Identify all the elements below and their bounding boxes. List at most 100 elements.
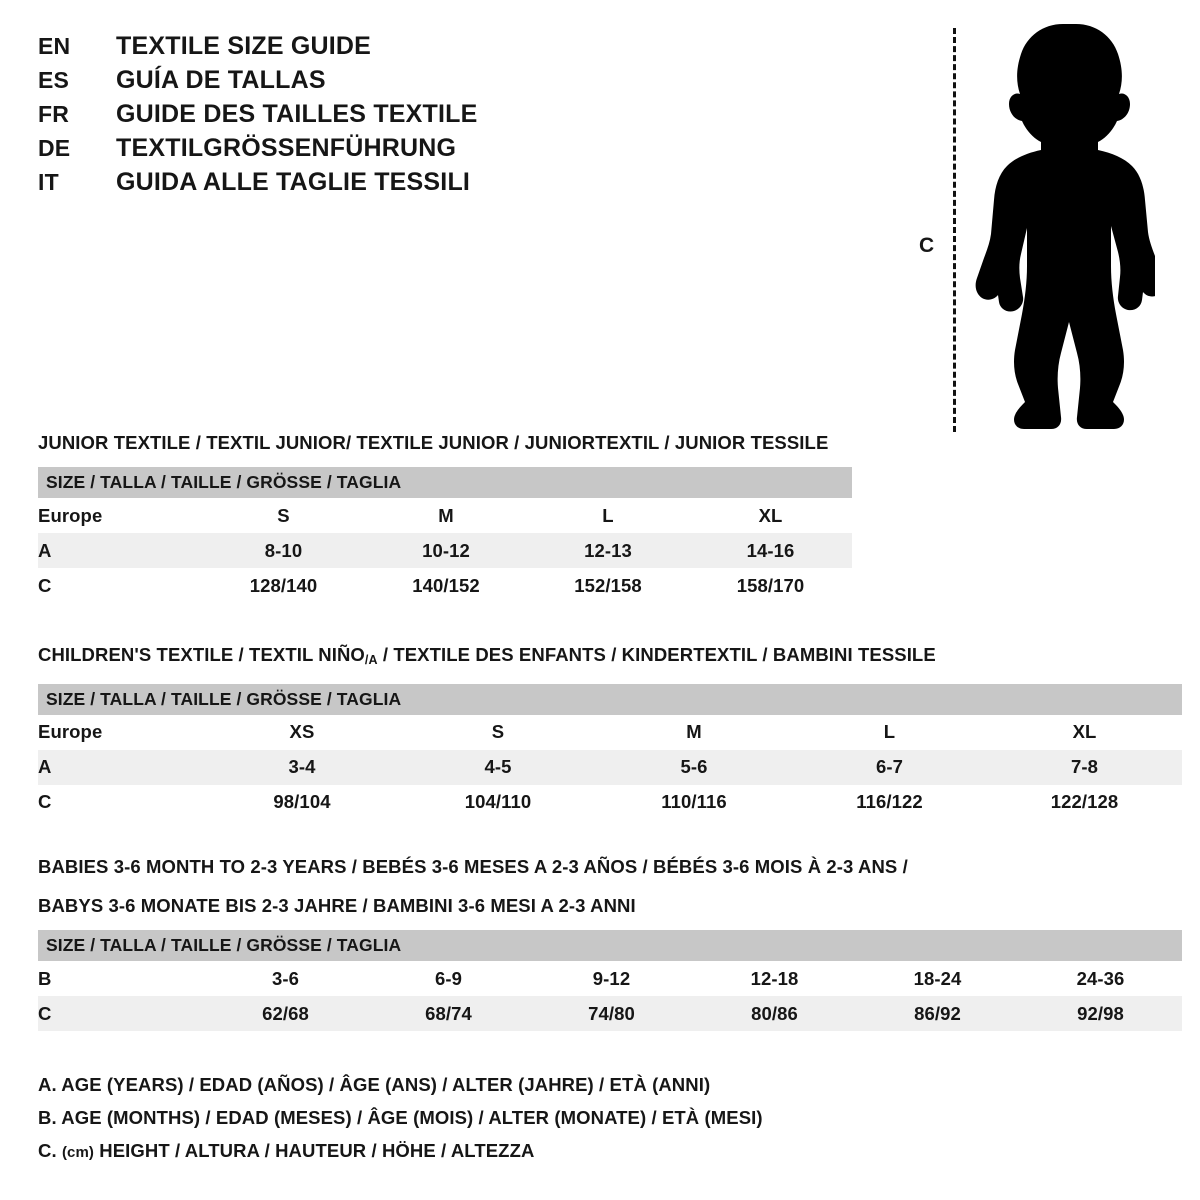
- cell-value: 128/140: [202, 568, 365, 603]
- cell-value: 3-6: [204, 961, 367, 996]
- section-title-children: CHILDREN'S TEXTILE / TEXTIL NIÑO/A / TEX…: [38, 640, 1182, 675]
- legend-block: A. AGE (YEARS) / EDAD (AÑOS) / ÂGE (ANS)…: [38, 1068, 763, 1169]
- legend-unit-cm: (cm): [61, 1144, 95, 1161]
- cell-value: 98/104: [204, 784, 400, 820]
- language-code-it: IT: [38, 169, 59, 195]
- cell-value: 6-7: [792, 749, 987, 785]
- children-band-label: SIZE / TALLA / TAILLE / GRÖSSE / TAGLIA: [38, 683, 1183, 715]
- cell-value: 12-18: [693, 961, 856, 996]
- cell-value: 92/98: [1019, 996, 1183, 1031]
- legend-line-c-text: HEIGHT / ALTURA / HAUTEUR / HÖHE / ALTEZ…: [94, 1140, 535, 1161]
- cell-value: 8-10: [202, 533, 365, 568]
- table-row: Europe S M L XL: [38, 498, 852, 533]
- cell-value: 12-13: [527, 533, 689, 568]
- table-row: Europe XS S M L XL: [38, 714, 1183, 750]
- cell-value: S: [400, 714, 596, 750]
- language-title-es: GUÍA DE TALLAS: [116, 66, 326, 94]
- row-label: Europe: [38, 714, 204, 750]
- language-row-it: IT GUIDA ALLE TAGLIE TESSILI: [38, 168, 598, 202]
- section-title-junior: JUNIOR TEXTILE / TEXTIL JUNIOR/ TEXTILE …: [38, 432, 829, 453]
- legend-line-c: C. (cm) HEIGHT / ALTURA / HAUTEUR / HÖHE…: [38, 1134, 763, 1169]
- row-label: B: [38, 961, 204, 996]
- cell-value: M: [596, 714, 792, 750]
- section-junior-textile: JUNIOR TEXTILE / TEXTIL JUNIOR/ TEXTILE …: [38, 428, 852, 603]
- cell-value: S: [202, 498, 365, 533]
- language-title-de: TEXTILGRÖSSENFÜHRUNG: [116, 134, 457, 162]
- height-measure-label: C: [919, 234, 935, 257]
- section-title-children-subscript: /A: [364, 652, 378, 667]
- height-dashed-line: [953, 28, 956, 432]
- cell-value: 140/152: [365, 568, 527, 603]
- table-row: C 62/68 68/74 74/80 80/86 86/92 92/98: [38, 996, 1183, 1031]
- language-title-en: TEXTILE SIZE GUIDE: [116, 32, 372, 60]
- section-children-textile: CHILDREN'S TEXTILE / TEXTIL NIÑO/A / TEX…: [38, 640, 1183, 820]
- cell-value: L: [527, 498, 689, 533]
- table-row: A 3-4 4-5 5-6 6-7 7-8: [38, 749, 1183, 785]
- table-row: B 3-6 6-9 9-12 12-18 18-24 24-36: [38, 961, 1183, 996]
- cell-value: XL: [689, 498, 852, 533]
- row-label: A: [38, 533, 202, 568]
- cell-value: 10-12: [365, 533, 527, 568]
- section-title-children-post: / TEXTILE DES ENFANTS / KINDERTEXTIL / B…: [377, 644, 936, 665]
- row-label: Europe: [38, 498, 202, 533]
- section-title-children-pre: CHILDREN'S TEXTILE / TEXTIL NIÑO: [38, 644, 365, 665]
- cell-value: 5-6: [596, 749, 792, 785]
- table-row: C 128/140 140/152 152/158 158/170: [38, 568, 852, 603]
- language-title-fr: GUIDE DES TAILLES TEXTILE: [116, 100, 478, 128]
- cell-value: 24-36: [1019, 961, 1183, 996]
- language-title-it: GUIDA ALLE TAGLIE TESSILI: [116, 168, 471, 196]
- toddler-silhouette-icon: [975, 24, 1155, 429]
- table-band-row: SIZE / TALLA / TAILLE / GRÖSSE / TAGLIA: [38, 467, 852, 498]
- section-babies-textile: BABIES 3-6 MONTH TO 2-3 YEARS / BEBÉS 3-…: [38, 852, 1183, 1031]
- section-title-babies-line2: BABYS 3-6 MONATE BIS 2-3 JAHRE / BAMBINI…: [38, 895, 636, 916]
- cell-value: 62/68: [204, 996, 367, 1031]
- cell-value: 74/80: [530, 996, 693, 1031]
- cell-value: 80/86: [693, 996, 856, 1031]
- cell-value: 14-16: [689, 533, 852, 568]
- cell-value: 152/158: [527, 568, 689, 603]
- language-code-fr: FR: [38, 101, 70, 127]
- legend-line-b: B. AGE (MONTHS) / EDAD (MESES) / ÂGE (MO…: [38, 1107, 763, 1128]
- cell-value: 104/110: [400, 784, 596, 820]
- cell-value: 110/116: [596, 784, 792, 820]
- language-code-en: EN: [38, 33, 71, 59]
- cell-value: 18-24: [856, 961, 1019, 996]
- cell-value: 3-4: [204, 749, 400, 785]
- junior-size-table: SIZE / TALLA / TAILLE / GRÖSSE / TAGLIA …: [38, 467, 852, 603]
- cell-value: XL: [987, 714, 1183, 750]
- language-row-de: DE TEXTILGRÖSSENFÜHRUNG: [38, 134, 598, 168]
- cell-value: XS: [204, 714, 400, 750]
- table-row: C 98/104 104/110 110/116 116/122 122/128: [38, 784, 1183, 820]
- row-label: C: [38, 568, 202, 603]
- legend-line-c-prefix: C.: [38, 1140, 62, 1161]
- cell-value: 7-8: [987, 749, 1183, 785]
- cell-value: 4-5: [400, 749, 596, 785]
- height-illustration: C: [905, 12, 1175, 432]
- babies-size-table: SIZE / TALLA / TAILLE / GRÖSSE / TAGLIA …: [38, 930, 1183, 1031]
- table-band-row: SIZE / TALLA / TAILLE / GRÖSSE / TAGLIA: [38, 930, 1183, 961]
- language-row-es: ES GUÍA DE TALLAS: [38, 66, 598, 100]
- row-label: C: [38, 996, 204, 1031]
- language-row-fr: FR GUIDE DES TAILLES TEXTILE: [38, 100, 598, 134]
- language-title-block: EN TEXTILE SIZE GUIDE ES GUÍA DE TALLAS …: [38, 32, 598, 202]
- language-code-de: DE: [38, 135, 71, 161]
- row-label: C: [38, 784, 204, 820]
- section-title-babies-line1: BABIES 3-6 MONTH TO 2-3 YEARS / BEBÉS 3-…: [38, 856, 908, 877]
- cell-value: 68/74: [367, 996, 530, 1031]
- children-size-table: SIZE / TALLA / TAILLE / GRÖSSE / TAGLIA …: [38, 683, 1183, 820]
- cell-value: 122/128: [987, 784, 1183, 820]
- cell-value: L: [792, 714, 987, 750]
- language-code-es: ES: [38, 67, 70, 93]
- language-row-en: EN TEXTILE SIZE GUIDE: [38, 32, 598, 66]
- row-label: A: [38, 749, 204, 785]
- table-row: A 8-10 10-12 12-13 14-16: [38, 533, 852, 568]
- cell-value: 116/122: [792, 784, 987, 820]
- table-band-row: SIZE / TALLA / TAILLE / GRÖSSE / TAGLIA: [38, 683, 1183, 715]
- cell-value: 86/92: [856, 996, 1019, 1031]
- cell-value: 9-12: [530, 961, 693, 996]
- cell-value: M: [365, 498, 527, 533]
- babies-band-label: SIZE / TALLA / TAILLE / GRÖSSE / TAGLIA: [38, 930, 1183, 961]
- cell-value: 158/170: [689, 568, 852, 603]
- junior-band-label: SIZE / TALLA / TAILLE / GRÖSSE / TAGLIA: [38, 467, 852, 498]
- legend-line-a: A. AGE (YEARS) / EDAD (AÑOS) / ÂGE (ANS)…: [38, 1074, 711, 1095]
